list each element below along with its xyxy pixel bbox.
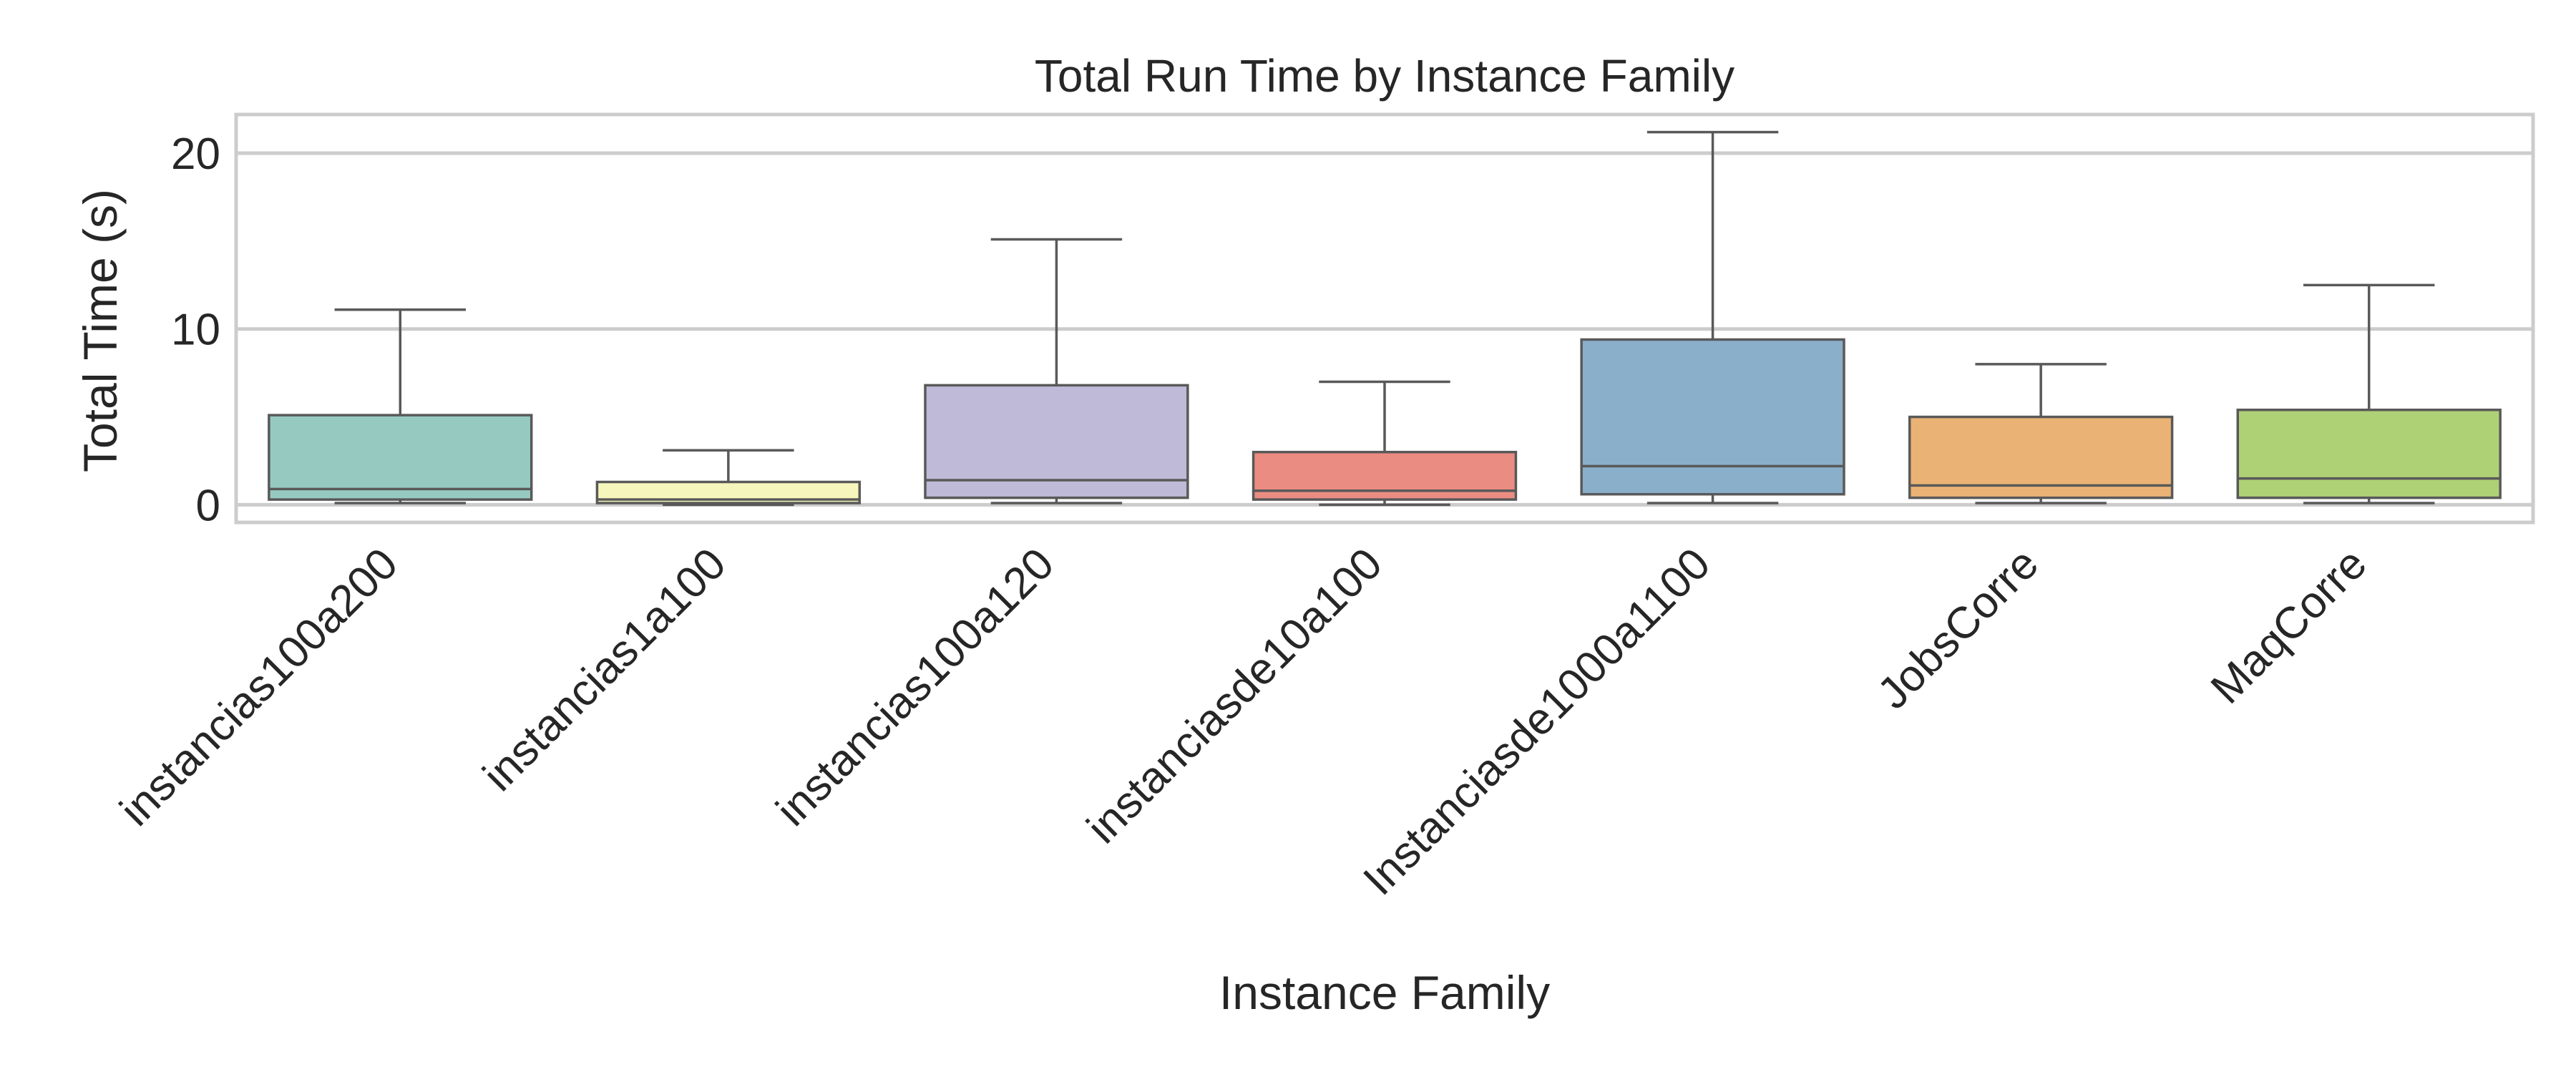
- box-group-instanciasde10a100: [1252, 380, 1518, 507]
- box-group-instancias1a100: [595, 449, 862, 507]
- box-iqr: [268, 414, 533, 501]
- y-tick-labels: 0 10 20: [171, 130, 220, 530]
- x-axis-label: Instance Family: [1219, 966, 1550, 1019]
- box-iqr: [2236, 409, 2502, 499]
- chart-title: Total Run Time by Instance Family: [1035, 50, 1735, 102]
- plot-frame: [234, 112, 2535, 525]
- y-tick-label: 20: [171, 130, 220, 179]
- box-iqr: [1580, 338, 1845, 496]
- y-axis-label: Total Time (s): [74, 189, 127, 472]
- box-iqr: [1252, 450, 1518, 501]
- y-tick-label: 0: [196, 481, 220, 530]
- boxes-layer: [268, 130, 2502, 507]
- box-group-JobsCorre: [1908, 363, 2174, 505]
- box-group-instancias100a200: [268, 308, 533, 505]
- box-group-MaqCorre: [2236, 283, 2502, 505]
- y-tick-label: 10: [171, 306, 220, 355]
- box-group-instancias100a120: [924, 238, 1189, 505]
- box-group-Instanciasde1000a1100: [1580, 130, 1845, 505]
